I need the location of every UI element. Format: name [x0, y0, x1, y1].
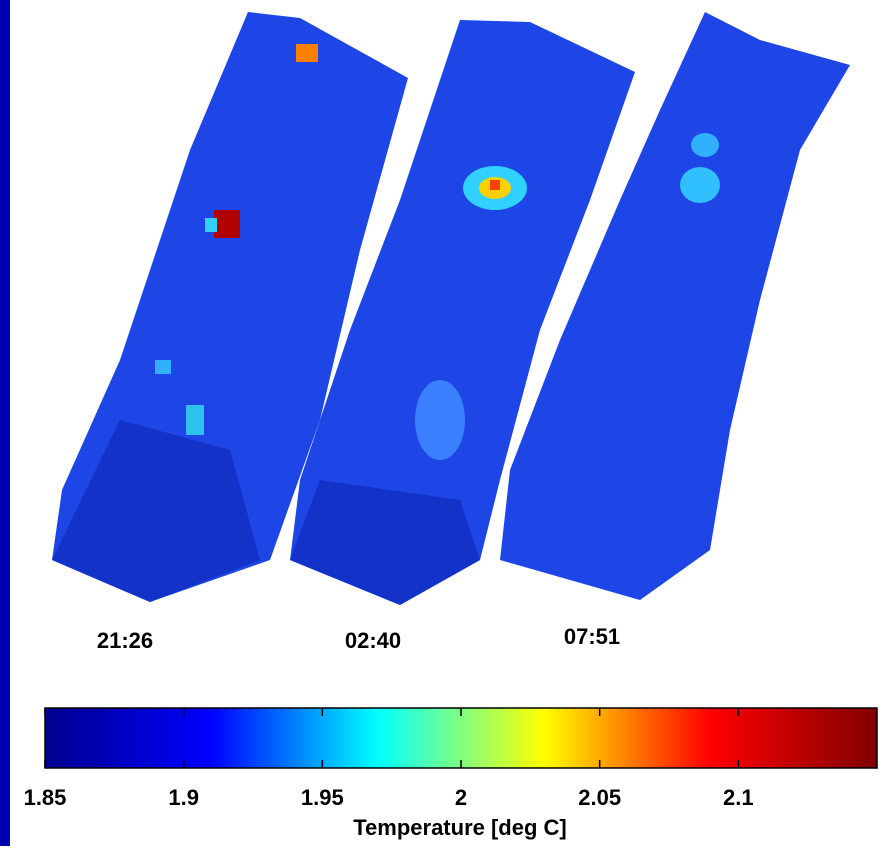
- x-tick-label: 1.95: [301, 785, 344, 810]
- hotspot: [214, 210, 240, 238]
- hotspot: [186, 405, 204, 435]
- page: 21:26 02:40 07:51 1.85 1.9 1.95 2 2.05 2.1 Te…: [0, 0, 886, 851]
- hotspot: [155, 360, 171, 374]
- x-axis-label: Temperature [deg C]: [353, 815, 567, 840]
- panel-label: 07:51: [564, 624, 620, 649]
- edge-stripe: [0, 0, 10, 846]
- x-tick-label: 2.1: [723, 785, 754, 810]
- hotspot: [691, 133, 719, 157]
- x-tick-label: 1.85: [24, 785, 67, 810]
- x-tick-label: 2.05: [578, 785, 621, 810]
- swath-edge: [200, 380, 230, 388]
- colorbar: [45, 708, 877, 768]
- hotspot: [415, 380, 465, 460]
- figure: 21:26 02:40 07:51 1.85 1.9 1.95 2 2.05 2.1 Te…: [0, 0, 886, 846]
- x-tick-label: 1.9: [168, 785, 199, 810]
- x-tick-label: 2: [455, 785, 467, 810]
- hotspot: [680, 167, 720, 203]
- panel-label: 21:26: [97, 628, 153, 653]
- panel-label: 02:40: [345, 628, 401, 653]
- hotspot: [296, 44, 318, 62]
- hotspot: [490, 180, 500, 190]
- hotspot: [205, 218, 217, 232]
